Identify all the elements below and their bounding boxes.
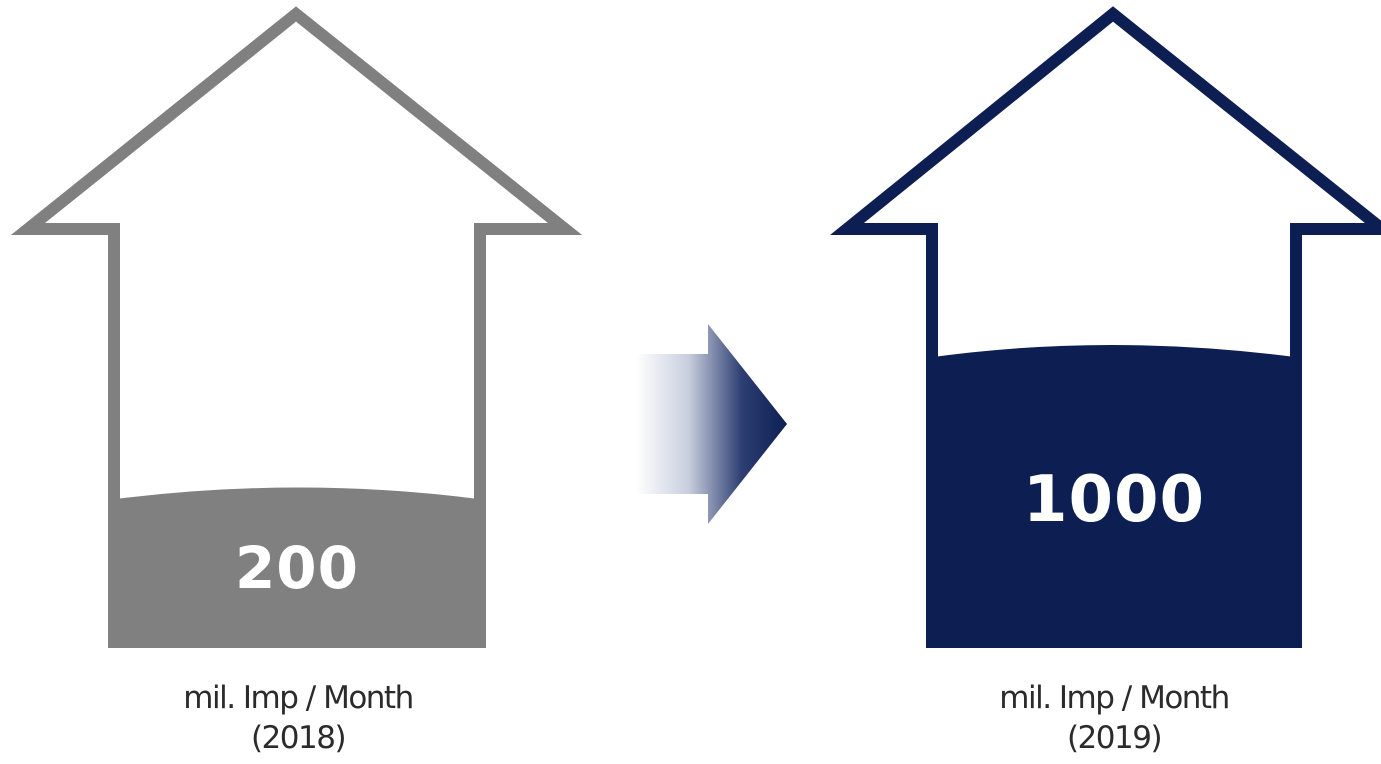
right-caption-unit: mil. Imp / Month	[999, 680, 1230, 716]
left-house-value: 200	[234, 534, 360, 602]
right-house-outline	[830, 6, 1381, 648]
right-caption: mil. Imp / Month (2019)	[964, 678, 1264, 758]
right-house-icon	[830, 6, 1381, 648]
right-arrow-gradient-icon	[636, 324, 787, 524]
left-house-icon	[10, 6, 583, 648]
left-house-outline	[10, 6, 583, 648]
left-caption: mil. Imp / Month (2018)	[148, 678, 448, 758]
right-caption-year: (2019)	[1066, 720, 1163, 756]
left-house-fill	[108, 487, 486, 648]
right-house-fill	[926, 345, 1302, 648]
right-house-value: 1000	[1022, 463, 1206, 537]
left-caption-unit: mil. Imp / Month	[183, 680, 414, 716]
left-caption-year: (2018)	[250, 720, 347, 756]
